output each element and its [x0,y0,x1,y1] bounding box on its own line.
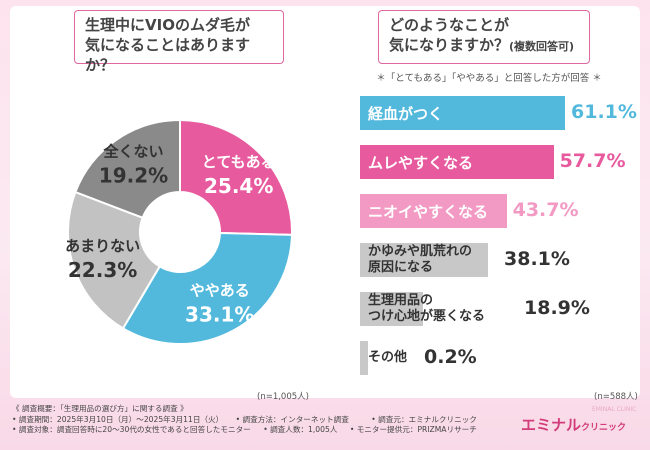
pie-question-title: 生理中にVIOのムダ毛が 気になることはありますか？ [74,10,284,74]
brand-logo: エミナルクリニック [521,414,626,435]
pie-chart: とてもある 25.4% ややある 33.1% あまりない 22.3% 全くない 19.2% [65,118,293,345]
pie-slice-0 [179,118,293,236]
bar-1: ムレやすくなる [360,145,554,179]
pie-label-1: ややある [190,282,250,300]
pie-n-note: (n=1,005人) [257,392,309,402]
bar-label-5: その他 [368,350,408,365]
bar-label-1: ムレやすくなる [368,153,474,172]
pie-label-0: とてもある [202,153,276,171]
pie-slice-2 [67,190,162,330]
pie-question-line2: 気になることはありますか？ [85,36,251,74]
bar-label-0: 経血がつく [368,104,444,123]
bar-0: 経血がつく [360,96,565,130]
bar-value-0: 61.1% [571,101,637,123]
bar-row-4: 生理用品の つけ心地が悪くなる 18.9% [360,292,630,326]
pie-slice-3 [74,118,181,220]
bar-question-title: どのようなことが 気になりますか？(複数回答可) [378,10,590,64]
survey-heading: 《 調査概要：「生理用品の選び方」に関する調査 》 [12,404,188,413]
bar-row-1: ムレやすくなる 57.7% [360,145,630,179]
pie-question-line1: 生理中にVIOのムダ毛が [85,16,250,34]
bar-value-5: 0.2% [424,346,477,368]
bar-row-5: その他 0.2% [360,341,630,375]
bar-label-3: かゆみや肌荒れの 原因になる [368,244,473,275]
bar-row-2: ニオイやすくなる 43.7% [360,194,630,228]
bar-label-4: 生理用品の つけ心地が悪くなる [368,293,486,324]
bar-5: その他 [360,341,407,375]
survey-summary: 《 調査概要：「生理用品の選び方」に関する調査 》 • 調査期間：2025年3月… [12,404,532,436]
bar-row-3: かゆみや肌荒れの 原因になる 38.1% [360,243,630,277]
brand-ghost-text: EMINAL CLINIC [592,406,637,413]
brand-sub: クリニック [581,423,627,433]
survey-org: • 調査元：エミナルクリニック [371,414,477,424]
bar-value-4: 18.9% [524,297,590,319]
bar-n-note: (n=588人) [594,392,638,402]
survey-period: • 調査期間：2025年3月10日（月）〜2025年3月11日（火） [12,414,224,424]
bar-2: ニオイやすくなる [360,194,507,228]
bar-question-line2: 気になりますか？ [389,36,510,54]
pie-value-3: 19.2% [99,163,168,187]
survey-provider: • モニター提供元：PRIZMAリサーチ [349,425,477,434]
bar-subnote: ＊「とてもある」「ややある」と回答した方が回答 ＊ [376,73,602,84]
pie-value-2: 22.3% [68,258,137,282]
brand-name: エミナル [521,416,582,434]
pie-slice-1 [121,231,293,345]
bar-3: かゆみや肌荒れの 原因になる [360,243,488,277]
pie-value-0: 25.4% [204,174,273,198]
bar-label-2: ニオイやすくなる [368,202,489,221]
survey-target: • 調査対象：調査回答時に20〜30代の女性であると回答したモニター [12,425,251,434]
pie-label-3: 全くない [102,142,163,160]
bar-4: 生理用品の つけ心地が悪くなる [360,292,485,326]
survey-method: • 調査方法：インターネット調査 [235,414,349,424]
survey-count: • 調査人数：1,005人 [263,425,338,434]
pie-label-2: あまりない [65,237,140,255]
bar-value-1: 57.7% [559,150,626,172]
bar-value-3: 38.1% [504,248,570,270]
bar-row-0: 経血がつく 61.1% [360,96,637,130]
bar-question-note: (複数回答可) [509,40,575,53]
bar-question-line1: どのようなことが [389,16,510,34]
pie-value-1: 33.1% [185,303,254,327]
bar-value-2: 43.7% [512,199,579,221]
